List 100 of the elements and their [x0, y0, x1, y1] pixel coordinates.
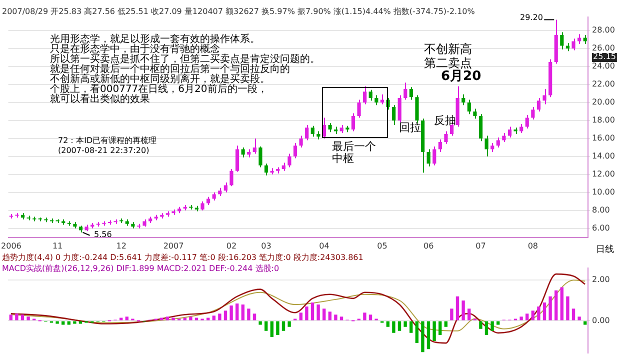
text: 日线 — [596, 245, 614, 256]
bar — [363, 312, 366, 320]
bar — [183, 318, 186, 320]
bar — [438, 321, 442, 335]
bar — [236, 304, 239, 320]
annotation: 29.20 — [520, 13, 543, 23]
bar — [276, 321, 280, 335]
annotation: 不创新高 — [424, 42, 472, 56]
x-tick-label: 11 — [52, 241, 63, 250]
chart-subtitle: 2007/08/29 开25.83 高27.56 低25.51 收27.09 量120407 额32627 换5.97% 振7.90% 涨(1.15)4.44% 指数(-374.75)-2.10% — [2, 7, 475, 17]
bar — [172, 318, 175, 320]
y-tick-label: 18.00 — [592, 116, 615, 125]
annotation: 72：本ID已有课程的再梳理 — [58, 136, 157, 146]
candlestick — [368, 89, 372, 102]
bar — [310, 302, 314, 320]
bar — [241, 304, 244, 320]
bar — [578, 316, 581, 320]
y-tick-label: 8.00 — [592, 205, 610, 214]
bar — [9, 314, 12, 320]
bar — [62, 321, 65, 325]
bar — [572, 308, 576, 320]
text: 趋势力度(4,4) 0 力度:-0.244 D:5.641 力度差:-0.117 笔:0 段:16.203 笔力度:0 段力度:24303.861 — [2, 253, 364, 263]
annotation: 不创新高或新低的中枢同级别离开，就是买卖段。 — [50, 74, 270, 85]
bar — [78, 321, 82, 324]
candlestick — [560, 32, 564, 50]
y-tick-label: 6.00 — [592, 223, 610, 232]
bar — [542, 302, 546, 320]
x-tick-label: 2006 — [1, 241, 22, 250]
candlestick — [525, 114, 529, 130]
bar — [566, 296, 570, 320]
bar — [432, 321, 436, 342]
bar — [282, 321, 286, 331]
candlestick — [462, 94, 466, 106]
bar — [305, 306, 308, 320]
candlestick — [357, 99, 361, 118]
candlestick — [398, 94, 402, 123]
annotation: MACD实战(前盘)(26,12,9,26) DIF:1.899 MACD:2.021 DEF:-0.244 选股:0 — [2, 264, 280, 274]
bar — [166, 316, 170, 320]
y-tick-label: 28.00 — [592, 26, 615, 35]
candlestick — [426, 148, 430, 167]
bar — [404, 321, 407, 327]
annotation: (2007-08-21 22:37:20) — [58, 146, 150, 156]
bar — [120, 318, 123, 320]
bar — [270, 321, 274, 337]
annotation: 回拉 — [399, 121, 421, 134]
candlestick — [409, 86, 413, 100]
line-series — [10, 273, 586, 344]
x-tick-label: 12 — [116, 241, 126, 250]
candlestick — [293, 142, 298, 159]
bar — [264, 321, 268, 331]
x-tick-label: 07 — [476, 241, 486, 250]
bar — [334, 314, 338, 320]
annotation: 反抽 — [434, 114, 456, 128]
bar — [398, 321, 402, 331]
bar — [125, 316, 128, 320]
bar — [456, 296, 460, 320]
annotation: 所以第一买卖点是抓不住了，但第二买卖点是肯定没问题的。 — [50, 54, 320, 65]
bar — [252, 314, 256, 320]
candlestick — [536, 97, 541, 112]
candlestick — [380, 94, 384, 105]
y-tick-label: 24.00 — [592, 62, 615, 71]
bar — [560, 287, 564, 320]
bar — [421, 321, 424, 352]
candlestick — [235, 145, 240, 172]
bar — [479, 321, 482, 329]
bar — [194, 318, 198, 320]
candlestick — [542, 88, 546, 105]
annotation: 只是在形态学中，由于没有背驰的概念 — [50, 44, 220, 55]
bar — [450, 308, 454, 320]
bar — [584, 321, 587, 325]
bar — [206, 318, 210, 320]
bar — [554, 290, 558, 320]
annotation: 个股上，看000777在日线，6月20前后的一段， — [50, 84, 268, 95]
bar — [462, 300, 465, 320]
bar — [368, 314, 372, 320]
bar — [299, 312, 302, 320]
candlestick — [508, 126, 512, 138]
bar — [386, 321, 390, 327]
bar — [67, 321, 70, 325]
y-tick-label: 16.00 — [592, 134, 615, 143]
bar — [316, 304, 320, 320]
candlestick — [392, 104, 396, 126]
x-tick-label: 06 — [423, 241, 434, 250]
annotation: 中枢 — [332, 152, 354, 166]
annotation: 就是任何对最后一个中枢的回拉后第一个与回拉反向的 — [50, 64, 290, 75]
bar — [426, 321, 430, 350]
bar — [322, 308, 326, 320]
x-tick-label: 04 — [319, 241, 330, 250]
bar — [410, 321, 413, 333]
candlestick — [432, 146, 436, 166]
candlestick — [310, 125, 314, 138]
candlestick — [578, 34, 582, 44]
candlestick — [241, 146, 245, 158]
bar — [160, 318, 164, 320]
bar — [224, 310, 228, 320]
candlestick — [351, 112, 356, 132]
candlestick — [288, 153, 292, 168]
y-tick-label: 22.00 — [592, 80, 615, 89]
bar — [20, 314, 24, 320]
line-series — [10, 280, 586, 332]
